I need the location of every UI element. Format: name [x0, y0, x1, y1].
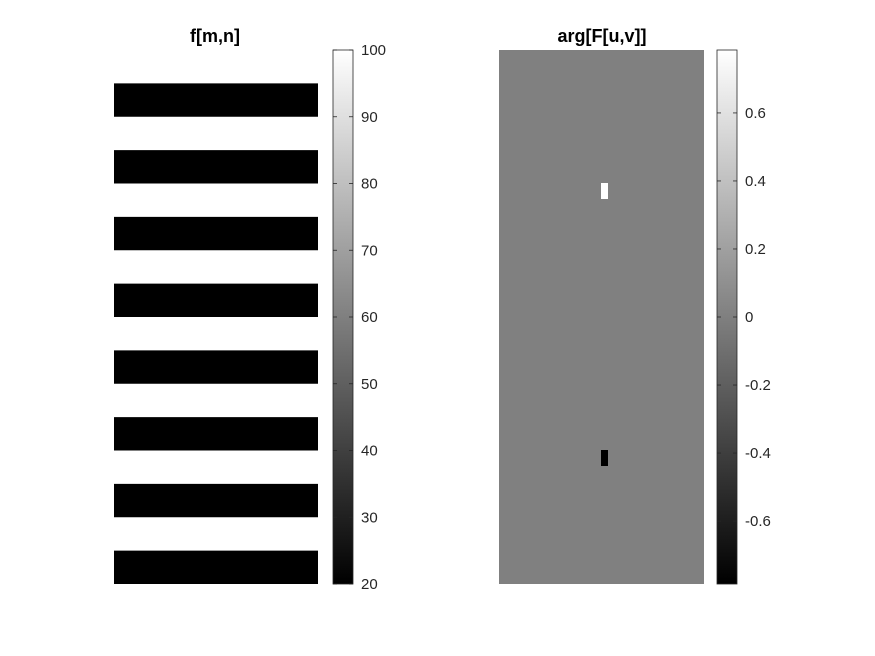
left-stripe [114, 550, 318, 584]
left-colorbar-tick-label: 80 [361, 176, 378, 193]
left-stripe [114, 216, 318, 251]
right-image-spot [601, 183, 608, 199]
right-colorbar-tick-label: 0.6 [745, 105, 766, 122]
left-colorbar-tick-label: 100 [361, 42, 386, 59]
left-stripe [114, 150, 318, 184]
right-colorbar-tick-label: 0.2 [745, 241, 766, 258]
right-colorbar-tick-label: -0.4 [745, 445, 771, 462]
left-colorbar-tick-label: 40 [361, 443, 378, 460]
right-colorbar-tick-label: -0.6 [745, 513, 771, 530]
left-colorbar: 20 30 40 50 60 70 80 90 100 [332, 42, 386, 593]
right-colorbar-tick-label: 0 [745, 309, 753, 326]
left-stripe [114, 83, 318, 117]
right-colorbar-ticks: -0.6 -0.4 -0.2 0 0.2 0.4 0.6 [717, 105, 771, 530]
right-image-panel: arg[F[u,v]] [499, 26, 704, 584]
left-colorbar-ticks: 20 30 40 50 60 70 80 90 100 [333, 42, 386, 593]
left-stripe [114, 483, 318, 518]
left-colorbar-tick-label: 60 [361, 309, 378, 326]
left-chart-title: f[m,n] [190, 26, 240, 46]
left-colorbar-tick-label: 30 [361, 509, 378, 526]
right-colorbar-tick-label: 0.4 [745, 173, 766, 190]
left-image-panel: f[m,n] [114, 26, 318, 584]
left-colorbar-tick-label: 70 [361, 242, 378, 259]
left-colorbar-tick-label: 20 [361, 576, 378, 593]
left-stripe [114, 283, 318, 317]
left-colorbar-tick-label: 90 [361, 109, 378, 126]
right-image-background [499, 50, 704, 584]
left-stripe [114, 417, 318, 451]
right-colorbar: -0.6 -0.4 -0.2 0 0.2 0.4 0.6 [716, 49, 771, 585]
left-image [114, 50, 318, 584]
right-colorbar-tick-label: -0.2 [745, 377, 771, 394]
left-colorbar-tick-label: 50 [361, 376, 378, 393]
right-image [499, 50, 704, 584]
right-chart-title: arg[F[u,v]] [558, 26, 647, 46]
left-stripe [114, 350, 318, 384]
right-image-spot [601, 450, 608, 466]
